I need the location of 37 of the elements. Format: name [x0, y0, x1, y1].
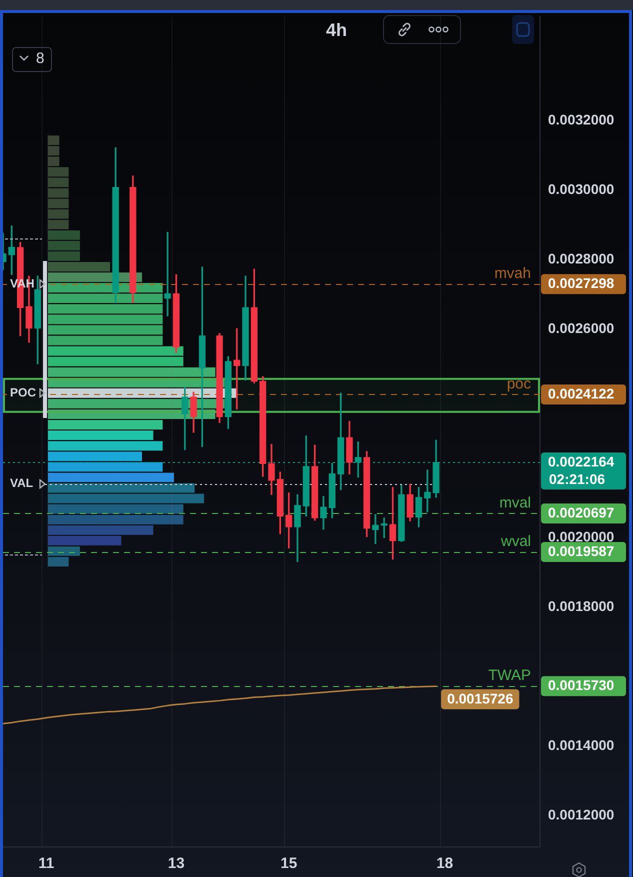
- bar: [48, 472, 174, 482]
- y-tick-label: 0.0020697: [548, 504, 614, 520]
- x-tick-label: 11: [38, 855, 54, 872]
- y-tick-label: 0.0012000: [548, 806, 614, 823]
- y-tick-label: 0.0014000: [548, 737, 614, 754]
- text: 02:21:06: [549, 470, 606, 487]
- y-tick-label: 0.0019587: [548, 542, 614, 559]
- candlestick: [164, 232, 171, 316]
- bar: [48, 441, 163, 451]
- y-tick-label: 0.0022164: [548, 453, 614, 470]
- ref-line-label: mvah: [494, 265, 531, 282]
- ref-line-label: wval: [500, 533, 531, 550]
- y-tick-label: 0.0015730: [548, 676, 614, 693]
- annotation: POC: [10, 385, 36, 400]
- candlestick: [372, 514, 379, 544]
- ref-line-label: TWAP: [488, 667, 531, 684]
- chart-title: 4h: [326, 20, 348, 40]
- bar: [48, 430, 154, 440]
- ref-line-label: mval: [499, 494, 531, 512]
- y-tick-label: 0.0026000: [548, 320, 614, 336]
- y-tick-label: 0.0030000: [548, 181, 614, 198]
- x-tick-label: 15: [280, 855, 298, 872]
- bar: [48, 420, 163, 430]
- y-tick-label: 0.0027298: [548, 274, 614, 291]
- bar: [48, 262, 110, 272]
- ref-line-label: VAL: [10, 476, 34, 490]
- annotation: 8: [36, 50, 44, 67]
- y-tick-label: 0.0024122: [548, 385, 614, 402]
- ref-line-label: poc: [506, 375, 532, 392]
- y-tick-label: 0.0032000: [548, 112, 614, 128]
- y-tick-label: 0.0020000: [548, 528, 614, 545]
- data-label: 0.0015726: [447, 690, 514, 707]
- y-tick-label: 0.0018000: [548, 598, 614, 614]
- y-tick-label: 0.0028000: [548, 250, 614, 267]
- x-tick-label: 18: [436, 855, 454, 872]
- bar: [48, 367, 216, 377]
- x-tick-label: 13: [168, 855, 185, 872]
